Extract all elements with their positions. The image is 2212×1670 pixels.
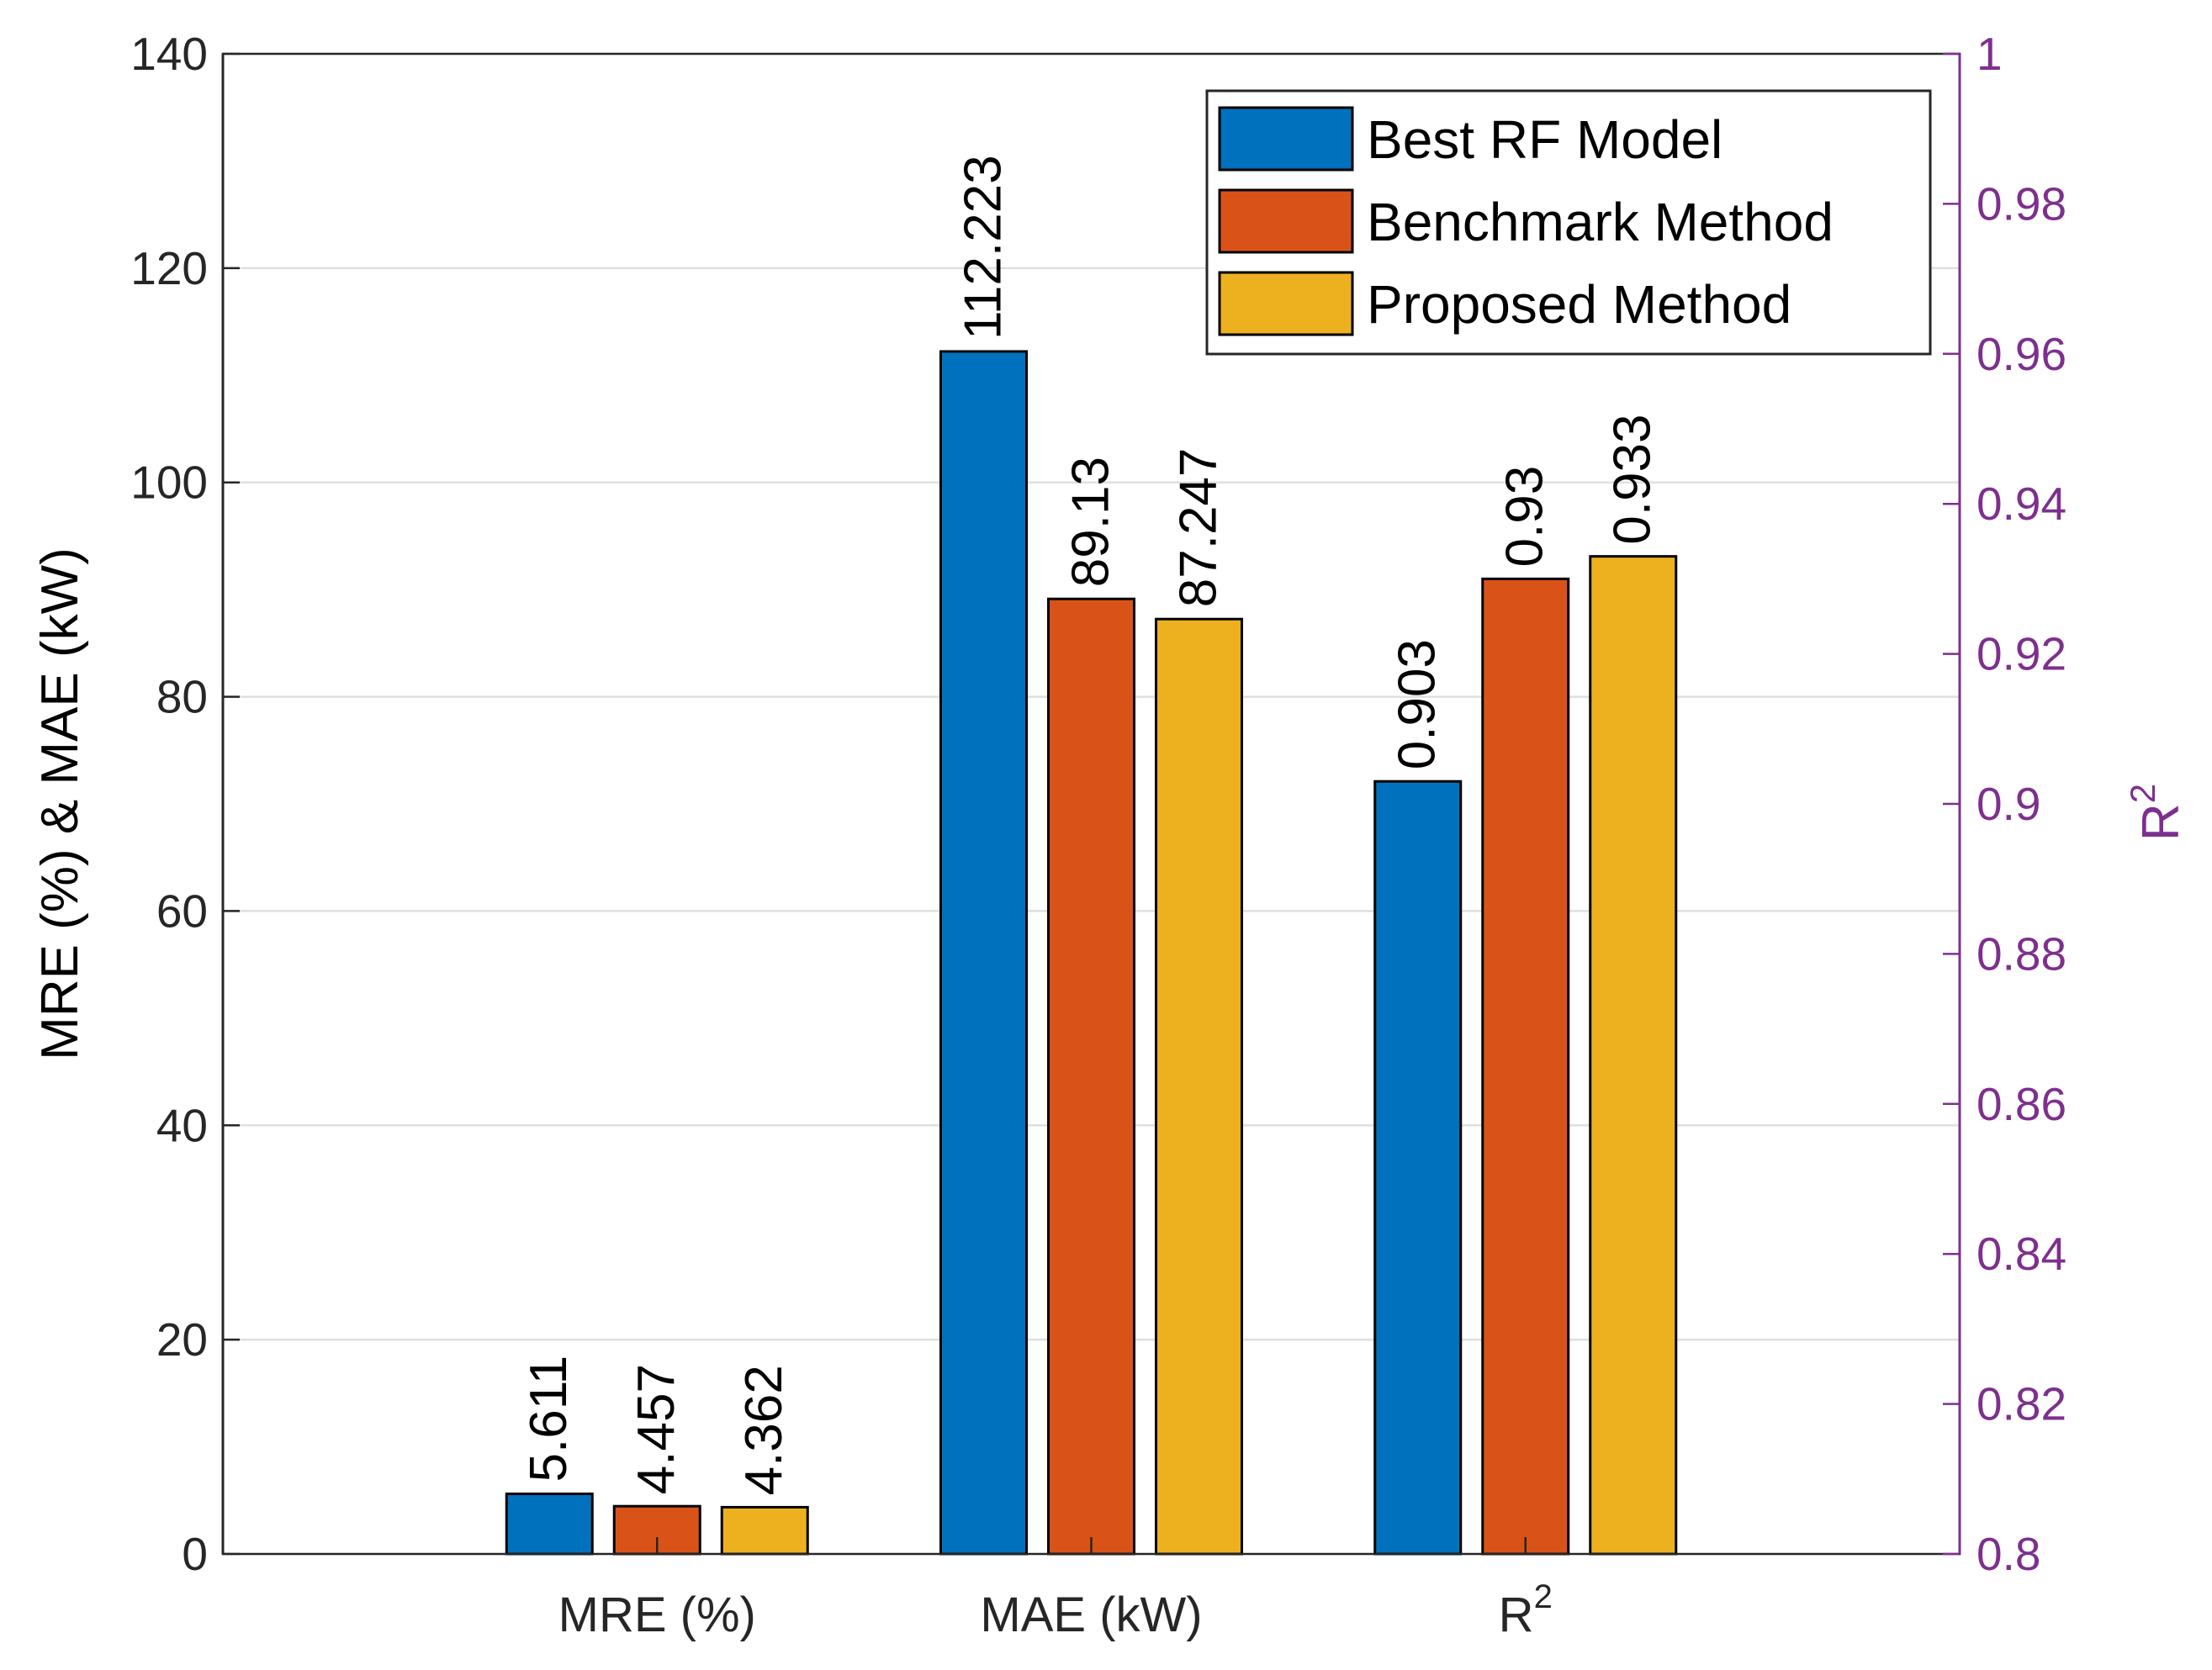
- bar-data-label: 4.362: [735, 1365, 793, 1495]
- left-tick-label: 120: [130, 242, 208, 294]
- right-tick-label: 0.94: [1977, 478, 2066, 530]
- right-tick-label: 0.8: [1977, 1528, 2040, 1580]
- bar-data-label: 0.903: [1389, 639, 1447, 769]
- right-tick-label: 0.96: [1977, 328, 2066, 380]
- right-axis-title: R2: [2123, 784, 2190, 841]
- bar-0-1: [939, 350, 1028, 1556]
- bar-data-label: 0.933: [1604, 414, 1662, 544]
- right-tick-label: 0.98: [1977, 177, 2066, 230]
- legend-label: Best RF Model: [1367, 109, 1723, 170]
- bar-data-label: 5.611: [520, 1356, 578, 1482]
- right-tick-label: 0.92: [1977, 628, 2066, 680]
- bar-2-0: [720, 1505, 809, 1556]
- category-label: MRE (%): [558, 1588, 756, 1642]
- bar-data-label: 89.13: [1062, 457, 1120, 587]
- bar-data-label: 87.247: [1170, 448, 1228, 608]
- left-axis-title: MRE (%) & MAE (kW): [31, 547, 89, 1060]
- bar-0-0: [505, 1492, 594, 1556]
- bar-1-2: [1481, 577, 1570, 1556]
- legend-swatch: [1218, 106, 1354, 172]
- left-tick-label: 20: [156, 1313, 208, 1366]
- legend-swatch: [1218, 271, 1354, 336]
- category-label-text: R: [1499, 1588, 1534, 1642]
- left-tick-label: 40: [156, 1099, 208, 1151]
- left-tick-label: 0: [182, 1528, 208, 1580]
- bar-0-2: [1373, 780, 1463, 1556]
- category-label-text: MRE (%): [558, 1588, 756, 1642]
- right-tick-label: 0.9: [1977, 778, 2040, 830]
- left-tick-label: 100: [130, 457, 208, 509]
- bar-data-label: 112.223: [955, 155, 1013, 340]
- bar-data-label: 0.93: [1496, 466, 1554, 568]
- legend-swatch: [1218, 188, 1354, 254]
- bar-2-1: [1155, 617, 1243, 1556]
- left-tick-label: 60: [156, 885, 208, 937]
- right-tick-label: 0.84: [1977, 1228, 2066, 1280]
- right-tick-label: 0.86: [1977, 1078, 2066, 1130]
- right-axis-title-text: R: [2132, 803, 2190, 841]
- right-tick-label: 1: [1977, 28, 2003, 80]
- right-tick-label: 0.88: [1977, 927, 2066, 980]
- bar-1-1: [1047, 597, 1135, 1556]
- right-tick-label: 0.82: [1977, 1378, 2066, 1430]
- category-label: MAE (kW): [980, 1588, 1202, 1642]
- legend-label: Benchmark Method: [1367, 192, 1834, 252]
- bar-data-label: 4.457: [627, 1364, 685, 1494]
- category-label: R2: [1499, 1578, 1553, 1642]
- category-label-text: MAE (kW): [980, 1588, 1202, 1642]
- right-axis-title-superscript: 2: [2123, 784, 2162, 803]
- category-label-superscript: 2: [1534, 1578, 1553, 1615]
- legend-label: Proposed Method: [1367, 274, 1791, 335]
- left-tick-label: 140: [130, 28, 208, 80]
- left-tick-label: 80: [156, 671, 208, 723]
- bar-2-2: [1589, 555, 1678, 1556]
